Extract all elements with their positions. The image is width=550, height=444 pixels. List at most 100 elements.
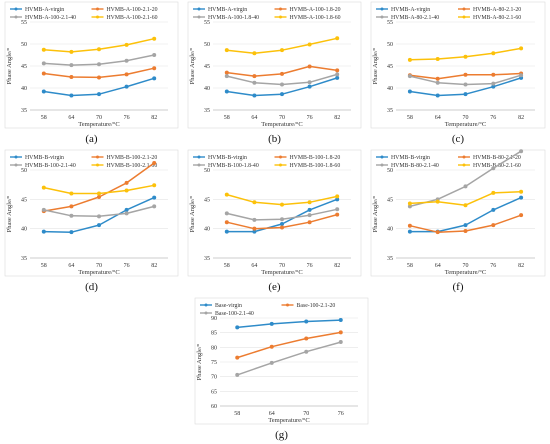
y-tick-label: 65	[211, 389, 217, 395]
legend-label: Base-100-2.1-40	[215, 311, 254, 317]
data-point	[69, 75, 73, 79]
chart-panel-a: 35404550555864707682Temperature/°CPhase …	[5, 2, 178, 145]
legend-marker	[205, 304, 208, 307]
data-point	[335, 213, 339, 217]
y-tick-label: 60	[211, 404, 217, 410]
data-point	[97, 62, 101, 66]
y-axis-title: Phase Angle/°	[372, 47, 379, 84]
chart-panel-e: 354045505864707682Temperature/°CPhase An…	[188, 150, 361, 293]
data-point	[69, 63, 73, 67]
legend-marker	[286, 304, 289, 307]
x-tick-label: 76	[338, 411, 344, 417]
data-point	[335, 207, 339, 211]
data-point	[335, 68, 339, 72]
data-point	[464, 229, 468, 233]
legend-marker	[205, 312, 208, 315]
data-point	[69, 50, 73, 54]
legend-marker	[463, 16, 466, 19]
data-point	[304, 337, 308, 341]
data-point	[280, 82, 284, 86]
y-tick-label: 85	[211, 331, 217, 337]
legend-label: HVMB-B-100-1.8-60	[290, 163, 341, 169]
data-point	[42, 71, 46, 75]
x-tick-label: 58	[407, 115, 413, 121]
legend-marker	[15, 8, 18, 11]
x-tick-label: 64	[435, 115, 441, 121]
data-point	[464, 184, 468, 188]
x-tick-label: 82	[334, 115, 340, 121]
data-point	[97, 191, 101, 195]
data-point	[152, 76, 156, 80]
data-point	[225, 90, 229, 94]
x-tick-label: 82	[334, 263, 340, 269]
data-point	[464, 55, 468, 59]
x-tick-label: 64	[251, 263, 257, 269]
legend-label: HVMB-A-100-2.1-20	[107, 7, 158, 13]
data-point	[125, 85, 129, 89]
x-tick-label: 76	[490, 263, 496, 269]
legend-marker	[198, 156, 201, 159]
data-point	[125, 59, 129, 63]
data-point	[252, 93, 256, 97]
y-axis-title: Phase Angle/°	[196, 343, 203, 380]
panel-label: (d)	[85, 281, 98, 293]
data-point	[225, 71, 229, 75]
data-point	[339, 330, 343, 334]
chart-panel-d: 354045505864707682Temperature/°CPhase An…	[5, 150, 178, 293]
y-tick-label: 45	[21, 197, 27, 203]
legend-marker	[279, 8, 282, 11]
data-point	[152, 183, 156, 187]
data-point	[225, 211, 229, 215]
x-axis-title: Temperature/°C	[268, 417, 310, 424]
data-point	[464, 223, 468, 227]
data-point	[225, 230, 229, 234]
legend-label: Base-100-2.1-20	[297, 303, 336, 309]
data-point	[97, 75, 101, 79]
y-tick-label: 35	[204, 256, 210, 262]
legend-label: HVMB-A-100-1.8-40	[208, 15, 259, 21]
data-point	[270, 345, 274, 349]
data-point	[491, 208, 495, 212]
data-point	[252, 74, 256, 78]
data-point	[308, 64, 312, 68]
data-point	[519, 196, 523, 200]
data-point	[335, 36, 339, 40]
legend-marker	[15, 16, 18, 19]
data-point	[69, 93, 73, 97]
legend-marker	[15, 156, 18, 159]
y-tick-label: 45	[204, 197, 210, 203]
legend-label: HVMB-A-100-1.8-20	[290, 7, 341, 13]
y-tick-label: 50	[21, 42, 27, 48]
legend-marker	[15, 164, 18, 167]
y-tick-label: 40	[387, 227, 393, 233]
data-point	[252, 227, 256, 231]
data-point	[69, 191, 73, 195]
y-tick-label: 40	[21, 227, 27, 233]
y-tick-label: 40	[204, 86, 210, 92]
legend-label: HVMB-A-100-2.1-60	[107, 15, 158, 21]
panel-label: (a)	[85, 133, 98, 145]
legend-marker	[96, 156, 99, 159]
data-point	[152, 161, 156, 165]
data-point	[339, 340, 343, 344]
data-point	[304, 320, 308, 324]
panel-label: (c)	[452, 133, 465, 145]
data-point	[464, 92, 468, 96]
data-point	[280, 217, 284, 221]
y-tick-label: 35	[204, 108, 210, 114]
x-tick-label: 76	[490, 115, 496, 121]
data-point	[339, 318, 343, 322]
legend-label: HVMB-B-virgin	[208, 155, 247, 161]
legend-marker	[96, 8, 99, 11]
legend-marker	[198, 16, 201, 19]
legend-label: HVMB-B-virgin	[25, 155, 64, 161]
x-tick-label: 76	[307, 115, 313, 121]
legend-label: HVMB-B-100-1.8-40	[208, 163, 259, 169]
data-point	[464, 82, 468, 86]
x-axis-title: Temperature/°C	[261, 121, 303, 128]
legend-label: Base-virgin	[215, 303, 242, 309]
data-point	[408, 224, 412, 228]
data-point	[464, 73, 468, 77]
data-point	[235, 325, 239, 329]
data-point	[491, 166, 495, 170]
